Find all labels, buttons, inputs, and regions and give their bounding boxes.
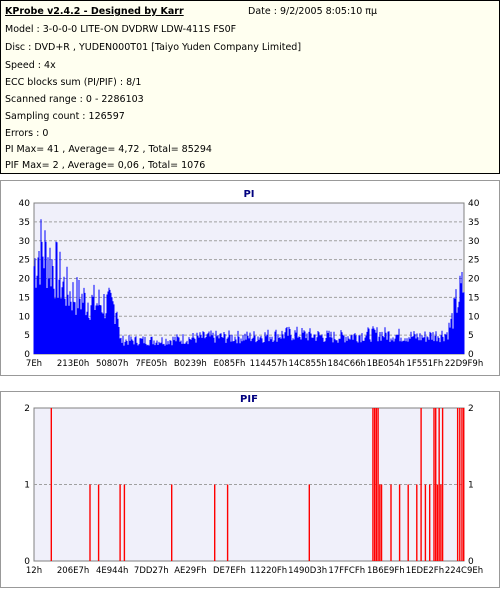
- pif-x-tick: 7DD27h: [134, 566, 169, 576]
- pif-stats-line: PIF Max= 2 , Average= 0,06 , Total= 1076: [5, 160, 206, 171]
- pif-x-tick: AE29Fh: [174, 566, 206, 576]
- pif-chart: PIF 0 0 1 1 2 2 12h 206E7h 4E944h 7DD27h AE29Fh DE7E…: [24, 394, 483, 576]
- pi-x-tick: 7FE05h: [135, 359, 167, 369]
- pi-y-tick-left: 15: [19, 293, 30, 303]
- pi-x-tick: 1BE054h: [367, 359, 405, 369]
- pif-y-tick-left: 0: [24, 557, 30, 567]
- pif-bar: [214, 484, 216, 561]
- pif-bar: [462, 408, 465, 561]
- pif-bar: [424, 484, 427, 561]
- pif-bar: [440, 484, 442, 561]
- pi-x-tick: 7Eh: [26, 359, 42, 369]
- pif-x-tick: 12h: [26, 566, 42, 576]
- pif-bar: [119, 484, 121, 561]
- pif-bar: [97, 484, 100, 561]
- pif-x-tick: 1B6E9Fh: [367, 566, 405, 576]
- pif-x-tick: 1490D3h: [288, 566, 327, 576]
- pif-y-tick-left: 1: [24, 481, 30, 491]
- pif-x-tick: 4E944h: [96, 566, 128, 576]
- pif-bar: [379, 484, 381, 561]
- pi-x-tick: B0239h: [174, 359, 207, 369]
- pif-bar: [416, 484, 418, 561]
- pif-bar: [375, 408, 378, 561]
- pi-y-tick-right: 30: [468, 237, 480, 247]
- pi-y-tick-right: 5: [468, 331, 474, 341]
- pi-x-tick: 184C66h: [328, 359, 366, 369]
- pi-x-tick: 213E0h: [57, 359, 89, 369]
- pif-y-tick-right: 1: [468, 481, 474, 491]
- pif-x-tick: DE7EFh: [213, 566, 246, 576]
- pif-x-tick: 224C9Eh: [445, 566, 483, 576]
- sampling-line: Sampling count : 126597: [5, 111, 125, 122]
- pif-bar: [377, 408, 379, 561]
- pi-y-tick-right: 0: [468, 350, 474, 360]
- pif-bar: [461, 408, 463, 561]
- pif-x-tick: 17FFCFh: [328, 566, 365, 576]
- pif-bar: [50, 408, 52, 561]
- pi-x-tick: 1F551Fh: [407, 359, 444, 369]
- pif-bar: [373, 408, 376, 561]
- pi-y-tick-right: 40: [468, 199, 480, 209]
- pif-bar: [89, 484, 91, 561]
- pif-chart-panel: PIF 0 0 1 1 2 2 12h 206E7h 4E944h 7DD27h AE29Fh DE7E…: [0, 391, 500, 588]
- pi-y-tick-left: 20: [19, 275, 31, 285]
- pif-y-tick-right: 0: [468, 557, 474, 567]
- pi-y-tick-right: 10: [468, 312, 480, 322]
- pi-y-tick-left: 0: [24, 350, 30, 360]
- pi-x-tick: 14C855h: [288, 359, 326, 369]
- pi-title: PI: [243, 189, 254, 200]
- pi-y-tick-left: 5: [24, 331, 30, 341]
- pif-bar: [398, 484, 401, 561]
- pi-y-tick-right: 15: [468, 293, 479, 303]
- pif-bar: [171, 484, 173, 561]
- pi-x-tick: 22D9F9h: [445, 359, 483, 369]
- pi-chart-panel: PI 0 0 5 5 10 10 15 15 20 20 25 25 30 30 35 35 40 40 7Eh 213…: [0, 180, 500, 376]
- pif-x-tick: 206E7h: [57, 566, 89, 576]
- pi-x-tick: E085Fh: [214, 359, 246, 369]
- pi-y-tick-right: 20: [468, 275, 480, 285]
- pif-bar: [420, 408, 422, 561]
- pif-bar: [459, 408, 461, 561]
- pif-bar: [372, 408, 374, 561]
- pi-y-tick-left: 10: [19, 312, 31, 322]
- pif-bar: [435, 408, 437, 561]
- pif-bar: [429, 484, 431, 561]
- pi-stats-line: PI Max= 41 , Average= 4,72 , Total= 8529…: [5, 144, 212, 155]
- pif-bar: [407, 484, 409, 561]
- pif-bar: [123, 484, 126, 561]
- pi-series: [33, 219, 465, 354]
- speed-line: Speed : 4x: [5, 60, 56, 71]
- pif-bar: [380, 484, 383, 561]
- pi-y-tick-left: 25: [19, 256, 30, 266]
- scan-info-panel: KProbe v2.4.2 - Designed by Karr Date : …: [0, 0, 500, 174]
- pif-bar: [441, 408, 444, 561]
- pif-y-tick-left: 2: [24, 404, 30, 414]
- pif-bar: [390, 484, 392, 561]
- pi-x-tick: 114457h: [250, 359, 288, 369]
- range-line: Scanned range : 0 - 2286103: [5, 94, 144, 105]
- pif-bar: [456, 408, 459, 561]
- pif-bar: [438, 408, 440, 561]
- errors-line: Errors : 0: [5, 128, 49, 139]
- pi-chart: PI 0 0 5 5 10 10 15 15 20 20 25 25 30 30 35 35 40 40 7Eh 213…: [19, 189, 484, 369]
- model-line: Model : 3-0-0-0 LITE-ON DVDRW LDW-411S F…: [5, 24, 237, 35]
- pif-bar: [226, 484, 229, 561]
- pi-y-tick-left: 40: [19, 199, 31, 209]
- pi-y-tick-left: 35: [19, 218, 30, 228]
- pif-title: PIF: [240, 394, 258, 405]
- pif-bar: [433, 408, 435, 561]
- pif-bar: [308, 484, 310, 561]
- pif-x-tick: 11220Fh: [250, 566, 287, 576]
- pi-y-tick-right: 25: [468, 256, 479, 266]
- pi-x-tick: 50807h: [96, 359, 128, 369]
- pi-y-tick-left: 30: [19, 237, 31, 247]
- pif-x-tick: 1EDE2Fh: [406, 566, 444, 576]
- disc-line: Disc : DVD+R , YUDEN000T01 [Taiyo Yuden …: [5, 42, 302, 53]
- pif-y-tick-right: 2: [468, 404, 474, 414]
- ecc-line: ECC blocks sum (PI/PIF) : 8/1: [5, 77, 142, 88]
- app-title: KProbe v2.4.2 - Designed by Karr: [5, 6, 184, 17]
- scan-date: Date : 9/2/2005 8:05:10 πμ: [248, 6, 378, 17]
- pi-y-tick-right: 35: [468, 218, 479, 228]
- pif-bar: [436, 484, 439, 561]
